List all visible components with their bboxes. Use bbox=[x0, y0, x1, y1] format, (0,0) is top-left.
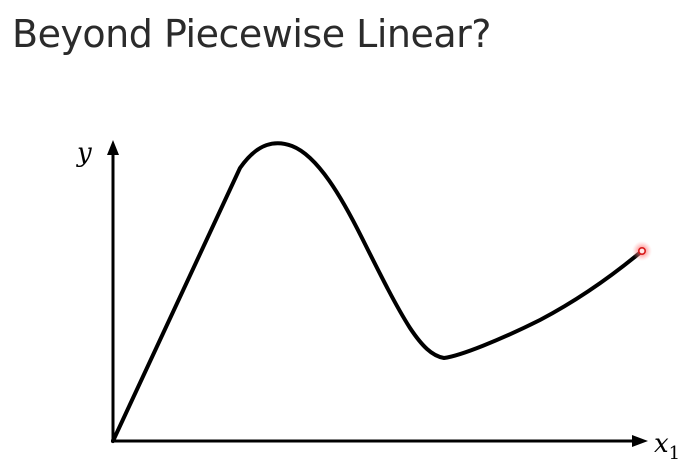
function-curve bbox=[111, 141, 644, 443]
x-axis-label-base: x bbox=[654, 429, 669, 459]
y-axis-label: y bbox=[76, 138, 92, 168]
pointer-dot bbox=[637, 247, 646, 256]
y-axis-arrowhead bbox=[107, 140, 119, 155]
x-axis-label-subscript: 1 bbox=[669, 443, 680, 464]
x-axis-arrowhead bbox=[632, 435, 648, 447]
slide-title: Beyond Piecewise Linear? bbox=[12, 12, 491, 56]
x-axis-label: x1 bbox=[654, 429, 680, 464]
